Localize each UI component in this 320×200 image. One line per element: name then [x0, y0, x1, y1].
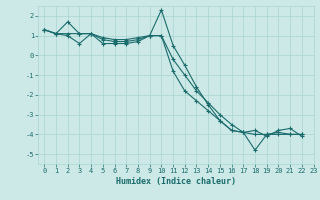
- X-axis label: Humidex (Indice chaleur): Humidex (Indice chaleur): [116, 177, 236, 186]
